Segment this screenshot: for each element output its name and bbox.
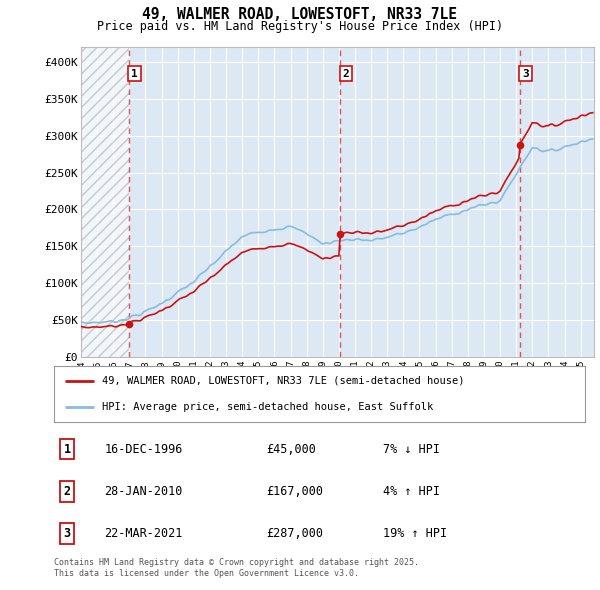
Text: £287,000: £287,000 <box>266 527 323 540</box>
Text: Contains HM Land Registry data © Crown copyright and database right 2025.
This d: Contains HM Land Registry data © Crown c… <box>54 558 419 578</box>
Text: 1: 1 <box>64 443 71 456</box>
Text: 2: 2 <box>343 68 349 78</box>
Text: 19% ↑ HPI: 19% ↑ HPI <box>383 527 448 540</box>
Text: 22-MAR-2021: 22-MAR-2021 <box>104 527 183 540</box>
Text: £45,000: £45,000 <box>266 443 316 456</box>
Text: 3: 3 <box>64 527 71 540</box>
Text: 1: 1 <box>131 68 138 78</box>
Text: £167,000: £167,000 <box>266 485 323 498</box>
Bar <box>81 47 129 357</box>
Text: 3: 3 <box>522 68 529 78</box>
Text: Price paid vs. HM Land Registry's House Price Index (HPI): Price paid vs. HM Land Registry's House … <box>97 20 503 33</box>
Text: HPI: Average price, semi-detached house, East Suffolk: HPI: Average price, semi-detached house,… <box>102 402 433 412</box>
Text: 4% ↑ HPI: 4% ↑ HPI <box>383 485 440 498</box>
Text: 7% ↓ HPI: 7% ↓ HPI <box>383 443 440 456</box>
Text: 2: 2 <box>64 485 71 498</box>
Text: 49, WALMER ROAD, LOWESTOFT, NR33 7LE: 49, WALMER ROAD, LOWESTOFT, NR33 7LE <box>143 7 458 22</box>
Text: 16-DEC-1996: 16-DEC-1996 <box>104 443 183 456</box>
Text: 28-JAN-2010: 28-JAN-2010 <box>104 485 183 498</box>
Text: 49, WALMER ROAD, LOWESTOFT, NR33 7LE (semi-detached house): 49, WALMER ROAD, LOWESTOFT, NR33 7LE (se… <box>102 376 464 386</box>
